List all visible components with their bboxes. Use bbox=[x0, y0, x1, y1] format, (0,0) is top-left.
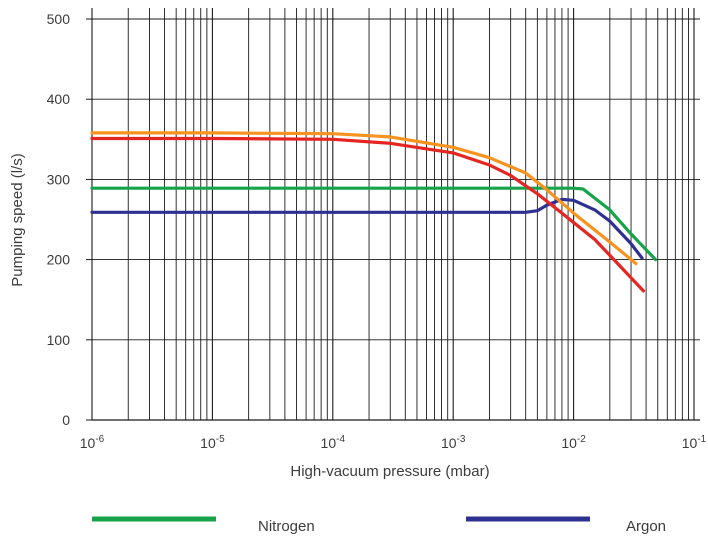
x-tick-label: 10-5 bbox=[200, 434, 225, 451]
axes bbox=[86, 18, 700, 421]
y-tick-label: 500 bbox=[47, 11, 71, 27]
x-tick-label: 10-6 bbox=[80, 434, 105, 451]
grid bbox=[91, 8, 700, 420]
legend-label-nitrogen: Nitrogen bbox=[258, 518, 315, 535]
series-line-nitrogen bbox=[90, 186, 658, 262]
series-line-orange bbox=[90, 131, 638, 266]
x-tick-label: 10-2 bbox=[561, 434, 586, 451]
series-line-argon bbox=[90, 197, 644, 260]
y-tick-label: 100 bbox=[47, 332, 71, 348]
y-axis-title: Pumping speed (l/s) bbox=[9, 153, 26, 286]
tick-labels: 0 100 200 300 400 500 10-6 10-5 10-4 10-3 10-2 10-1 bbox=[47, 11, 707, 451]
series-lines bbox=[90, 131, 658, 293]
x-axis-title: High-vacuum pressure (mbar) bbox=[290, 463, 489, 480]
y-tick-label: 0 bbox=[62, 412, 70, 428]
legend-label-argon: Argon bbox=[626, 518, 666, 535]
x-tick-label: 10-4 bbox=[321, 434, 346, 451]
y-tick-label: 300 bbox=[47, 171, 71, 187]
x-tick-label: 10-3 bbox=[441, 434, 466, 451]
series-line-red bbox=[90, 136, 646, 293]
legend: Nitrogen Argon bbox=[92, 516, 666, 535]
y-tick-label: 400 bbox=[47, 91, 71, 107]
x-tick-label: 10-1 bbox=[682, 434, 707, 451]
y-tick-label: 200 bbox=[47, 252, 71, 268]
